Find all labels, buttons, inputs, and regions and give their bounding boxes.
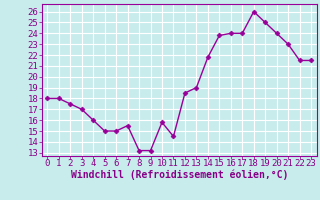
X-axis label: Windchill (Refroidissement éolien,°C): Windchill (Refroidissement éolien,°C) [70,170,288,180]
